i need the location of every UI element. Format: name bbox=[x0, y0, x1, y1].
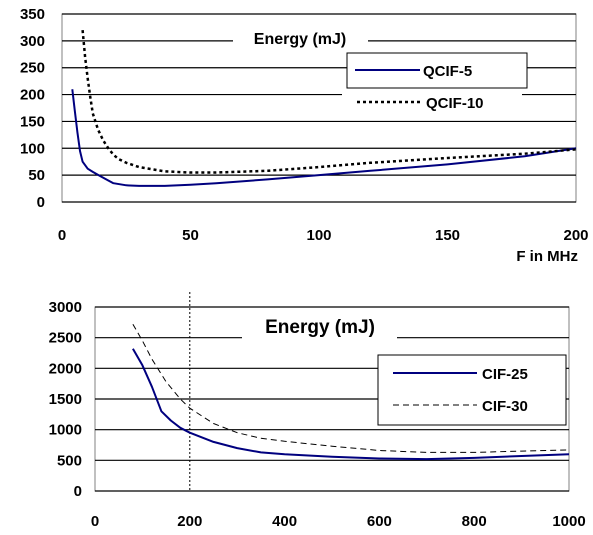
x-tick-label: 50 bbox=[182, 227, 199, 244]
y-tick-label: 1000 bbox=[49, 422, 82, 439]
y-tick-label: 1500 bbox=[49, 391, 82, 408]
legend-box bbox=[378, 355, 566, 425]
x-tick-label: 800 bbox=[462, 513, 487, 530]
x-tick-label: 200 bbox=[177, 513, 202, 530]
x-axis-label: F in MHz bbox=[516, 248, 578, 265]
y-tick-label: 500 bbox=[57, 452, 82, 469]
chart-title: Energy (mJ) bbox=[254, 31, 346, 48]
y-tick-label: 2500 bbox=[49, 330, 82, 347]
legend-label-qcif-5: QCIF-5 bbox=[423, 63, 472, 80]
legend: QCIF-5 QCIF-10 bbox=[342, 53, 527, 113]
x-tick-label: 0 bbox=[58, 227, 66, 244]
legend-label-cif-25: CIF-25 bbox=[482, 366, 528, 383]
y-tick-label: 250 bbox=[20, 60, 45, 77]
x-tick-label: 400 bbox=[272, 513, 297, 530]
chart-title: Energy (mJ) bbox=[265, 317, 375, 338]
y-tick-label: 3000 bbox=[49, 299, 82, 316]
x-tick-label: 100 bbox=[306, 227, 331, 244]
y-tick-label: 50 bbox=[28, 167, 45, 184]
x-tick-labels: 0 200 400 600 800 1000 bbox=[91, 513, 586, 530]
y-tick-labels: 0 50 100 150 200 250 300 350 bbox=[20, 6, 45, 211]
x-tick-label: 1000 bbox=[552, 513, 585, 530]
y-tick-label: 150 bbox=[20, 113, 45, 130]
y-tick-label: 200 bbox=[20, 87, 45, 104]
x-tick-label: 0 bbox=[91, 513, 99, 530]
x-tick-labels: 0 50 100 150 200 bbox=[58, 227, 589, 244]
x-tick-label: 150 bbox=[435, 227, 460, 244]
y-tick-label: 300 bbox=[20, 33, 45, 50]
y-tick-label: 350 bbox=[20, 6, 45, 23]
chart-qcif: 0 50 100 150 200 250 300 350 0 50 100 150 200 Energ… bbox=[20, 6, 589, 265]
y-tick-label: 100 bbox=[20, 140, 45, 157]
legend-label-cif-30: CIF-30 bbox=[482, 398, 528, 415]
legend-label-qcif-10: QCIF-10 bbox=[426, 95, 484, 112]
y-tick-label: 0 bbox=[74, 483, 82, 500]
x-tick-label: 200 bbox=[563, 227, 588, 244]
x-tick-label: 600 bbox=[367, 513, 392, 530]
y-tick-labels: 0 500 1000 1500 2000 2500 3000 bbox=[49, 299, 82, 500]
y-tick-label: 2000 bbox=[49, 360, 82, 377]
legend: CIF-25 CIF-30 bbox=[378, 355, 566, 425]
y-tick-label: 0 bbox=[37, 194, 45, 211]
chart-cif: 0 500 1000 1500 2000 2500 3000 0 200 400 600 800 10… bbox=[49, 292, 586, 530]
